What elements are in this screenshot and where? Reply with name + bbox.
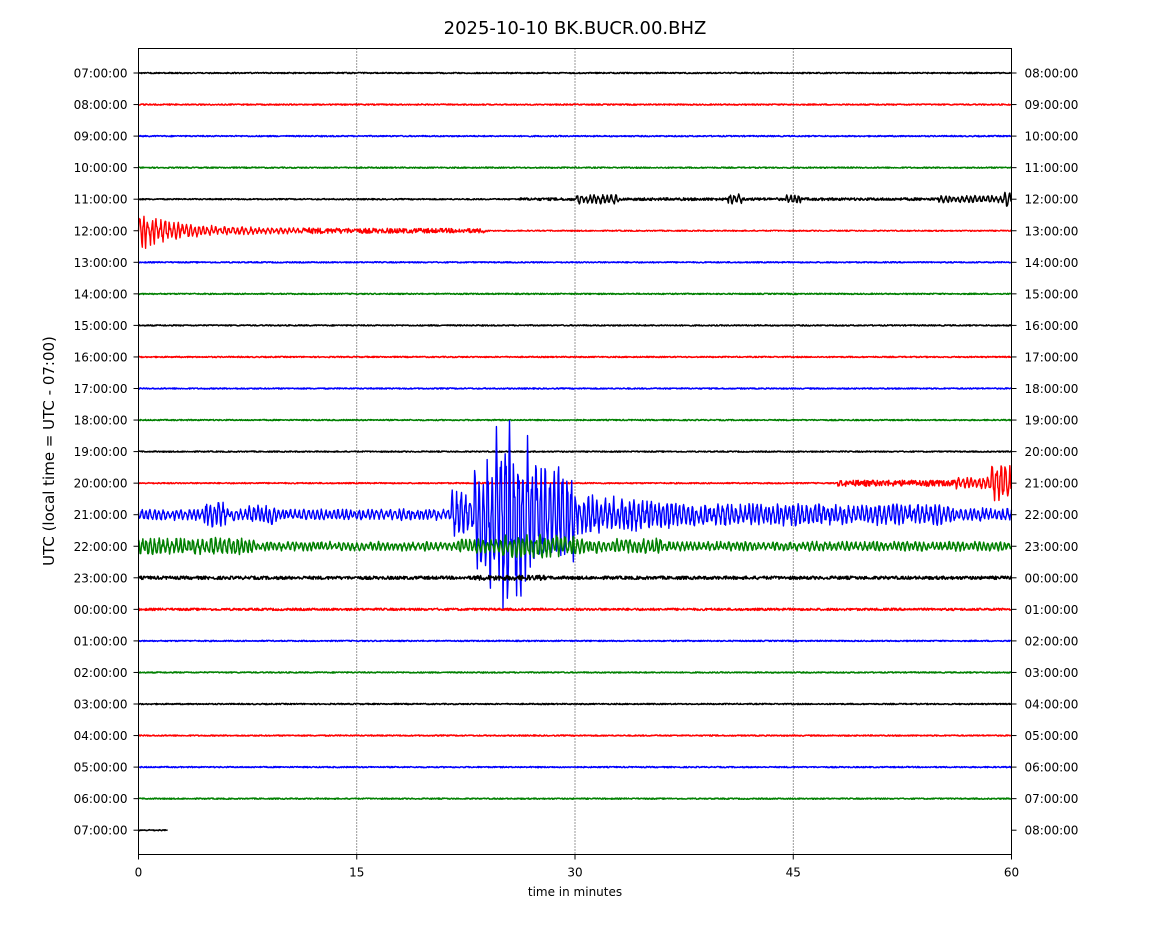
seismic-trace bbox=[138, 828, 168, 832]
y-tick-label-left: 23:00:00 bbox=[74, 571, 128, 585]
y-tick-label-right: 17:00:00 bbox=[1025, 350, 1079, 364]
seismic-traces bbox=[137, 71, 1013, 832]
y-tick-label-left: 03:00:00 bbox=[74, 698, 128, 712]
seismic-trace bbox=[138, 765, 1013, 769]
seismic-trace bbox=[138, 387, 1012, 390]
y-tick-label-right: 00:00:00 bbox=[1025, 571, 1079, 585]
y-tick-label-left: 08:00:00 bbox=[74, 98, 128, 112]
y-axis-left-ticks: 07:00:00 08:00:00 09:00:00 10:00:00 11:00:00… bbox=[74, 67, 139, 838]
y-tick-label-right: 11:00:00 bbox=[1025, 161, 1079, 175]
y-tick-label-right: 18:00:00 bbox=[1025, 382, 1079, 396]
y-tick-label-left: 16:00:00 bbox=[74, 350, 128, 364]
y-tick-label-left: 19:00:00 bbox=[74, 445, 128, 459]
x-axis-label: time in minutes bbox=[528, 885, 622, 899]
y-tick-label-right: 09:00:00 bbox=[1025, 98, 1079, 112]
y-tick-label-right: 03:00:00 bbox=[1025, 666, 1079, 680]
seismic-trace bbox=[137, 702, 1012, 706]
y-tick-label-left: 21:00:00 bbox=[74, 508, 128, 522]
seismic-trace bbox=[137, 134, 1012, 138]
y-tick-label-right: 08:00:00 bbox=[1025, 67, 1079, 81]
y-tick-label-right: 21:00:00 bbox=[1025, 477, 1079, 491]
seismic-trace bbox=[137, 574, 1013, 581]
y-axis-right-ticks: 08:00:00 09:00:00 10:00:00 11:00:00 12:00:00… bbox=[1011, 67, 1079, 838]
y-axis-label: UTC (local time = UTC - 07:00) bbox=[40, 336, 58, 566]
seismic-trace bbox=[138, 355, 1013, 359]
y-tick-label-left: 20:00:00 bbox=[74, 477, 128, 491]
seismic-trace bbox=[138, 797, 1013, 800]
seismic-trace bbox=[137, 166, 1013, 169]
y-tick-label-left: 18:00:00 bbox=[74, 414, 128, 428]
y-tick-label-right: 05:00:00 bbox=[1025, 729, 1079, 743]
seismic-trace bbox=[137, 420, 1013, 610]
y-tick-label-right: 20:00:00 bbox=[1025, 445, 1079, 459]
y-tick-label-left: 17:00:00 bbox=[74, 382, 128, 396]
seismic-trace bbox=[137, 260, 1012, 264]
y-tick-label-right: 14:00:00 bbox=[1025, 256, 1079, 270]
y-tick-label-left: 04:00:00 bbox=[74, 729, 128, 743]
y-tick-label-left: 22:00:00 bbox=[74, 540, 128, 554]
x-tick-label: 60 bbox=[1004, 866, 1019, 880]
y-tick-label-right: 04:00:00 bbox=[1025, 698, 1079, 712]
x-tick-label: 15 bbox=[349, 866, 364, 880]
seismic-trace bbox=[138, 418, 1012, 422]
y-tick-label-left: 11:00:00 bbox=[74, 193, 128, 207]
y-tick-label-left: 09:00:00 bbox=[74, 130, 128, 144]
y-tick-label-left: 07:00:00 bbox=[74, 824, 128, 838]
y-tick-label-right: 22:00:00 bbox=[1025, 508, 1079, 522]
chart-title: 2025-10-10 BK.BUCR.00.BHZ bbox=[444, 18, 707, 39]
y-tick-label-right: 06:00:00 bbox=[1025, 761, 1079, 775]
y-tick-label-right: 23:00:00 bbox=[1025, 540, 1079, 554]
y-tick-label-right: 12:00:00 bbox=[1025, 193, 1079, 207]
y-tick-label-right: 15:00:00 bbox=[1025, 287, 1079, 301]
x-tick-label: 45 bbox=[786, 866, 801, 880]
seismic-trace bbox=[138, 464, 1013, 502]
seismic-trace bbox=[138, 324, 1013, 327]
seismic-trace bbox=[138, 71, 1013, 75]
y-tick-label-left: 07:00:00 bbox=[74, 67, 128, 81]
seismic-trace bbox=[137, 215, 1012, 249]
seismic-trace bbox=[138, 450, 1013, 453]
seismic-trace bbox=[138, 292, 1013, 296]
y-tick-label-right: 08:00:00 bbox=[1025, 824, 1079, 838]
seismic-trace bbox=[137, 533, 1012, 559]
y-tick-label-right: 19:00:00 bbox=[1025, 414, 1079, 428]
seismic-trace bbox=[138, 103, 1013, 106]
x-tick-label: 0 bbox=[135, 866, 143, 880]
y-tick-label-right: 16:00:00 bbox=[1025, 319, 1079, 333]
y-tick-label-left: 10:00:00 bbox=[74, 161, 128, 175]
y-tick-label-right: 13:00:00 bbox=[1025, 224, 1079, 238]
seismic-trace bbox=[138, 639, 1012, 643]
x-axis-ticks: 0 15 30 45 60 bbox=[135, 854, 1019, 880]
y-tick-label-right: 07:00:00 bbox=[1025, 792, 1079, 806]
y-tick-label-left: 01:00:00 bbox=[74, 634, 128, 648]
y-tick-label-left: 02:00:00 bbox=[74, 666, 128, 680]
y-tick-label-right: 01:00:00 bbox=[1025, 603, 1079, 617]
y-tick-label-left: 00:00:00 bbox=[74, 603, 128, 617]
y-tick-label-left: 15:00:00 bbox=[74, 319, 128, 333]
y-tick-label-left: 05:00:00 bbox=[74, 761, 128, 775]
y-tick-label-left: 13:00:00 bbox=[74, 256, 128, 270]
seismic-trace bbox=[138, 671, 1013, 674]
y-tick-label-left: 12:00:00 bbox=[74, 224, 128, 238]
seismic-trace bbox=[137, 734, 1012, 737]
seismic-trace bbox=[138, 607, 1012, 612]
y-tick-label-left: 06:00:00 bbox=[74, 792, 128, 806]
y-tick-label-right: 10:00:00 bbox=[1025, 130, 1079, 144]
y-tick-label-right: 02:00:00 bbox=[1025, 634, 1079, 648]
seismic-trace bbox=[138, 191, 1013, 207]
y-tick-label-left: 14:00:00 bbox=[74, 287, 128, 301]
x-tick-label: 30 bbox=[567, 866, 582, 880]
